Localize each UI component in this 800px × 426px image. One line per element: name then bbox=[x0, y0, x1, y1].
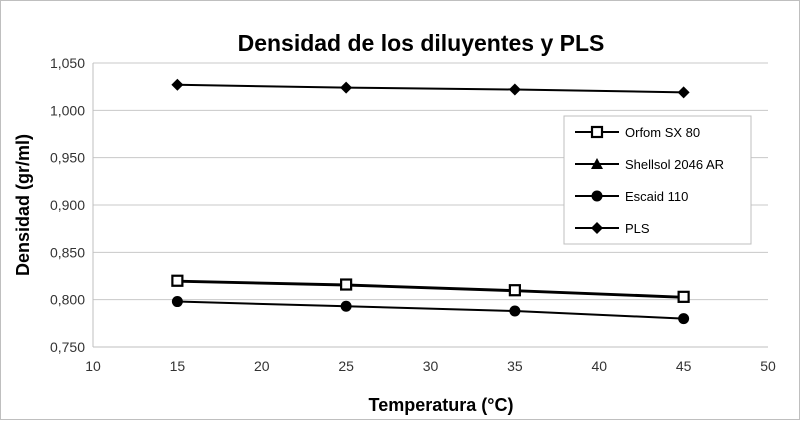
square-marker bbox=[171, 274, 184, 287]
x-tick-label: 10 bbox=[85, 358, 101, 374]
legend-item: Escaid 110 bbox=[575, 189, 688, 204]
circle-marker bbox=[591, 190, 603, 202]
x-axis-label: Temperatura (°C) bbox=[369, 395, 514, 415]
x-tick-label: 35 bbox=[507, 358, 523, 374]
circle-marker bbox=[171, 296, 183, 308]
circle-marker bbox=[678, 313, 690, 325]
y-tick-label: 1,050 bbox=[50, 55, 85, 71]
square-marker bbox=[340, 278, 353, 291]
diamond-marker bbox=[508, 83, 521, 96]
x-tick-label: 15 bbox=[170, 358, 186, 374]
y-tick-label: 0,750 bbox=[50, 339, 85, 355]
series-line bbox=[177, 300, 684, 320]
legend-item: Orfom SX 80 bbox=[575, 125, 700, 140]
square-marker-shape bbox=[508, 284, 521, 297]
square-marker bbox=[590, 125, 604, 139]
diamond-marker bbox=[591, 222, 603, 234]
series-pls bbox=[171, 78, 690, 99]
series-orfom-sx-80 bbox=[171, 274, 690, 303]
triangle-marker bbox=[591, 158, 603, 169]
diamond-marker bbox=[171, 78, 184, 91]
series-line bbox=[177, 280, 684, 299]
x-tick-label: 20 bbox=[254, 358, 270, 374]
x-tick-label: 45 bbox=[676, 358, 692, 374]
series-shellsol-2046-ar bbox=[171, 275, 690, 303]
diamond-marker bbox=[677, 86, 690, 99]
circle-marker bbox=[509, 305, 521, 317]
legend-item: Shellsol 2046 AR bbox=[575, 157, 724, 172]
y-tick-label: 0,850 bbox=[50, 244, 85, 260]
square-marker-shape bbox=[340, 278, 353, 291]
legend-label: Orfom SX 80 bbox=[625, 125, 700, 140]
y-tick-label: 0,900 bbox=[50, 197, 85, 213]
legend-item: PLS bbox=[575, 221, 650, 236]
legend-label: Shellsol 2046 AR bbox=[625, 157, 724, 172]
series-line bbox=[177, 83, 684, 94]
square-marker-shape bbox=[590, 125, 604, 139]
y-tick-label: 0,950 bbox=[50, 150, 85, 166]
circle-marker bbox=[340, 300, 352, 312]
square-marker-shape bbox=[677, 290, 690, 303]
square-marker bbox=[508, 284, 521, 297]
x-tick-label: 40 bbox=[591, 358, 607, 374]
square-marker bbox=[677, 290, 690, 303]
y-axis-label: Densidad (gr/ml) bbox=[13, 134, 33, 276]
series-line bbox=[177, 279, 684, 298]
y-tick-label: 1,000 bbox=[50, 102, 85, 118]
y-tick-label: 0,800 bbox=[50, 292, 85, 308]
chart-title: Densidad de los diluyentes y PLS bbox=[238, 30, 605, 56]
series-escaid-110 bbox=[171, 296, 690, 325]
square-marker-shape bbox=[171, 274, 184, 287]
x-tick-label: 25 bbox=[338, 358, 354, 374]
x-tick-label: 30 bbox=[423, 358, 439, 374]
x-tick-label: 50 bbox=[760, 358, 776, 374]
legend-label: Escaid 110 bbox=[625, 189, 688, 204]
legend-label: PLS bbox=[625, 221, 650, 236]
diamond-marker bbox=[340, 81, 353, 94]
